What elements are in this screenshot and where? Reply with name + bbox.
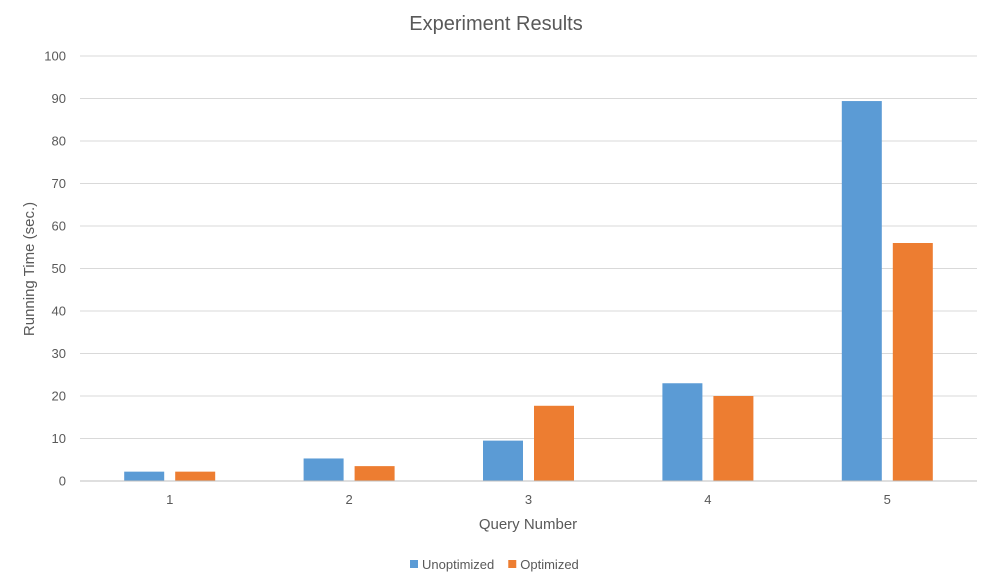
y-tick-label: 100 [44, 49, 66, 64]
bar-optimized-2 [354, 466, 395, 481]
y-tick-label: 50 [52, 261, 66, 276]
gridlines [80, 55, 977, 439]
x-tick-label: 3 [525, 492, 532, 507]
legend: Unoptimized Optimized [410, 557, 579, 572]
x-axis-title: Query Number [479, 516, 577, 533]
y-tick-label: 80 [52, 134, 66, 149]
legend-swatch-optimized [508, 560, 517, 568]
y-axis-title: Running Time (sec.) [21, 202, 38, 336]
bar-optimized-4 [713, 396, 754, 481]
legend-label-unoptimized: Unoptimized [422, 557, 494, 572]
x-tick-label: 1 [166, 492, 173, 507]
y-tick-label: 10 [52, 431, 66, 446]
bar-optimized-1 [175, 471, 216, 481]
x-tick-label: 5 [884, 492, 891, 507]
y-tick-label: 90 [52, 91, 66, 106]
y-tick-label: 70 [52, 176, 66, 191]
x-axis-ticks: 1 2 3 4 5 [166, 492, 891, 507]
y-tick-label: 30 [52, 346, 66, 361]
chart-title: Experiment Results [409, 13, 582, 35]
x-tick-label: 4 [704, 492, 711, 507]
legend-label-optimized: Optimized [520, 557, 579, 572]
bar-unoptimized-2 [303, 458, 344, 481]
y-axis-ticks: 0 10 20 30 40 50 60 70 80 90 100 [44, 49, 66, 489]
bar-optimized-5 [892, 243, 933, 481]
y-tick-label: 0 [59, 474, 66, 489]
bar-unoptimized-4 [662, 383, 703, 481]
y-tick-label: 60 [52, 219, 66, 234]
bar-optimized-3 [534, 405, 574, 481]
y-tick-label: 20 [52, 389, 66, 404]
x-tick-label: 2 [345, 492, 352, 507]
bar-unoptimized-1 [124, 471, 165, 481]
legend-swatch-unoptimized [410, 560, 418, 568]
bar-unoptimized-3 [483, 440, 523, 481]
bar-unoptimized-5 [841, 101, 882, 482]
y-tick-label: 40 [52, 304, 66, 319]
bars [124, 101, 933, 482]
